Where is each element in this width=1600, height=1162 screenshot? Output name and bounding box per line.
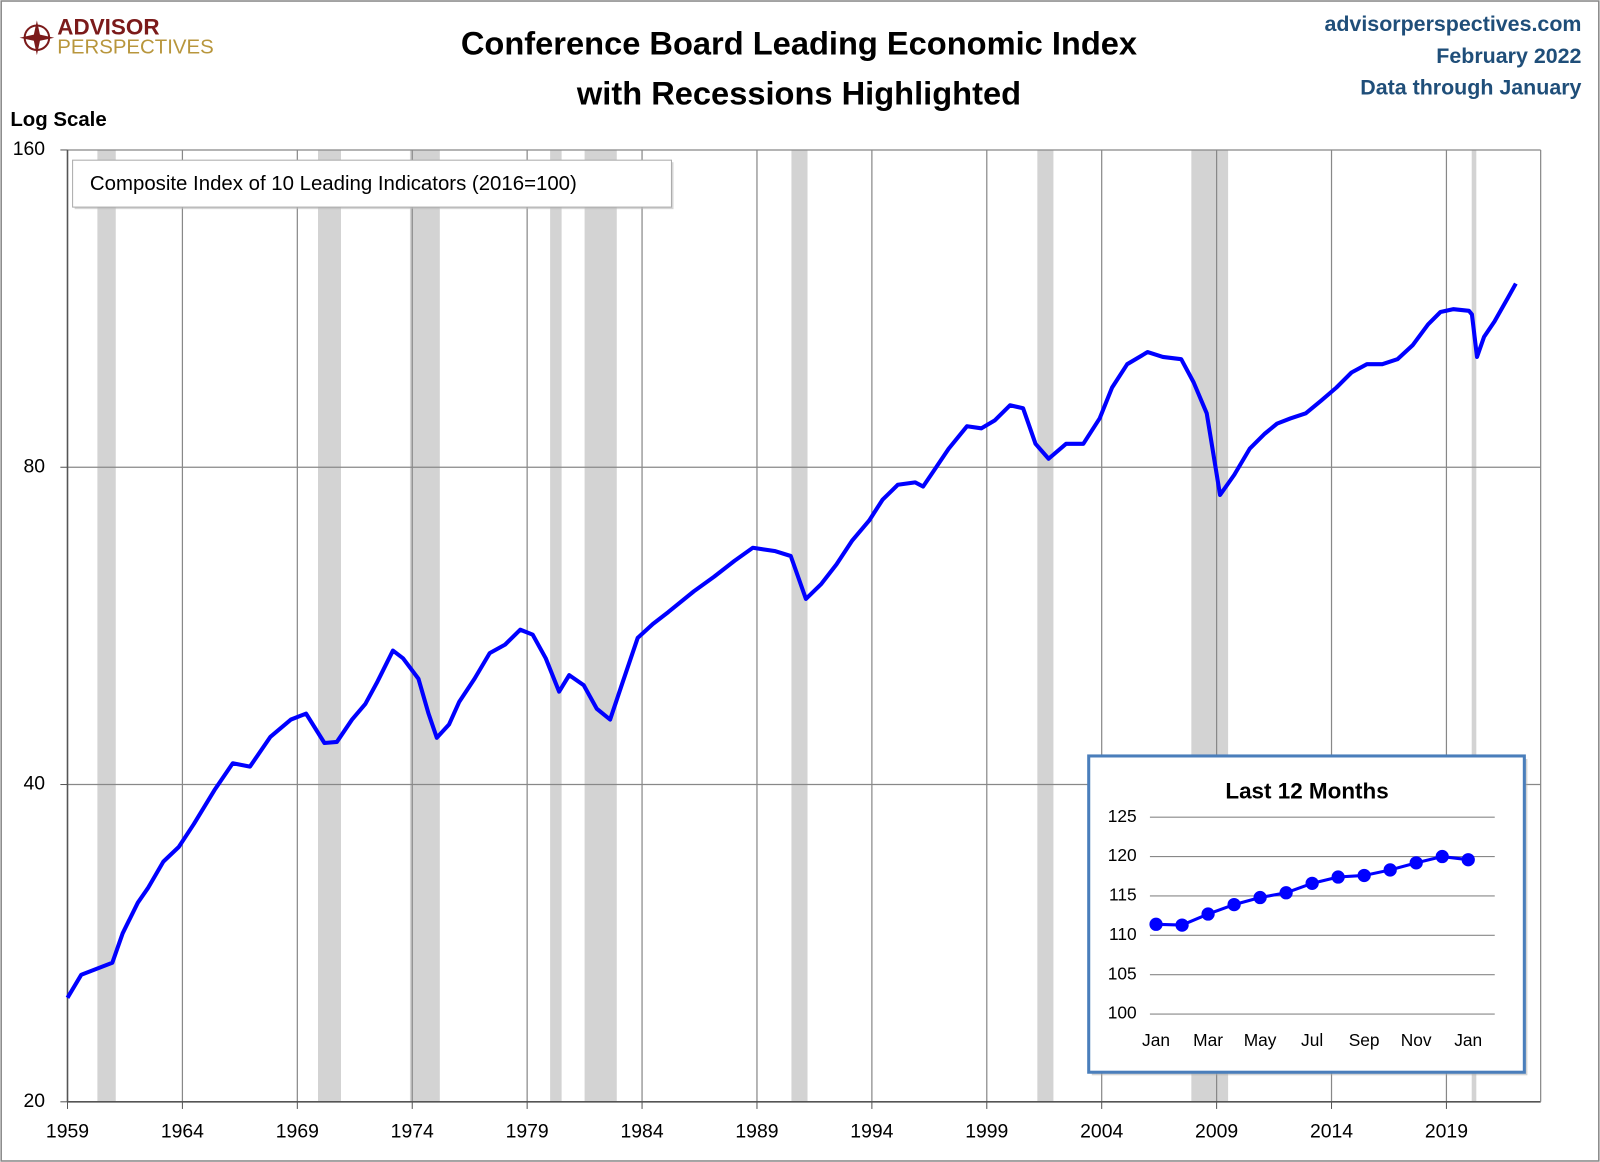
point: [1409, 856, 1423, 870]
recession-band: [409, 149, 440, 1102]
y-tick-label: 160: [13, 138, 46, 160]
x-tick-label: Jul: [1301, 1030, 1323, 1050]
y-tick-label: 110: [1109, 924, 1137, 944]
recession-band: [791, 149, 808, 1102]
inset-title: Last 12 Months: [1225, 779, 1388, 804]
point: [1201, 907, 1215, 921]
y-tick-label: 40: [23, 773, 45, 795]
data-note: Data through January: [1360, 75, 1581, 99]
logo-star: [19, 20, 55, 56]
x-tick-label: 1974: [391, 1121, 434, 1143]
point: [1435, 849, 1449, 864]
y-axis-label: Log Scale: [10, 109, 106, 131]
recession-band: [550, 149, 562, 1102]
x-tick-label: 1959: [46, 1121, 89, 1143]
y-tick-label: 20: [23, 1090, 45, 1112]
y-tick-label: 100: [1108, 1003, 1137, 1023]
x-tick-label: Nov: [1401, 1030, 1432, 1050]
x-tick-label: 1969: [276, 1121, 319, 1143]
inset-plot: 100 105 110 115 120 125 Jan Mar May Jul Sep Nov Jan: [1108, 806, 1495, 1050]
y-tick-label: 125: [1108, 806, 1137, 826]
recession-band: [1471, 149, 1477, 1102]
x-tick-label: Jan: [1454, 1030, 1482, 1050]
point: [1461, 853, 1475, 867]
recession-band: [1037, 149, 1054, 1102]
point: [1331, 870, 1345, 884]
x-tick-label: 2004: [1080, 1121, 1123, 1143]
date: February 2022: [1436, 44, 1581, 68]
point: [1253, 890, 1267, 905]
x-tick-label: 1979: [506, 1121, 549, 1143]
x-tick-label: 1999: [965, 1121, 1008, 1143]
y-tick-label: 80: [23, 455, 45, 477]
recession-band: [97, 149, 116, 1102]
x-tick-label: May: [1244, 1030, 1277, 1050]
recession-band: [584, 149, 617, 1102]
logo-top: ADVISOR: [57, 14, 159, 39]
point: [1357, 868, 1371, 883]
x-tick-label: 2014: [1310, 1121, 1353, 1143]
x-tick-label: 2019: [1425, 1121, 1468, 1143]
chart-title: with Recessions Highlighted: [576, 75, 1021, 112]
point: [1279, 886, 1293, 900]
logo-bottom: PERSPECTIVES: [57, 36, 213, 58]
x-tick-label: 1989: [735, 1121, 778, 1143]
point: [1149, 917, 1163, 931]
chart-title: Conference Board Leading Economic Index: [461, 25, 1137, 62]
y-tick-label: 120: [1108, 845, 1137, 865]
annotation-box: [72, 159, 672, 208]
logo: ADVISOR PERSPECTIVES: [19, 14, 214, 58]
y-tick-label: 115: [1109, 885, 1137, 905]
x-tick-label: 1994: [850, 1121, 893, 1143]
point: [1227, 897, 1241, 912]
x-tick-label: 2009: [1195, 1121, 1238, 1143]
recession-band: [318, 149, 341, 1102]
x-tick-label: 1964: [161, 1121, 204, 1143]
y-tick-label: 105: [1108, 963, 1137, 983]
site: advisorperspectives.com: [1324, 12, 1581, 36]
x-tick-label: 1984: [621, 1121, 664, 1143]
point: [1305, 876, 1319, 890]
annotation: Composite Index of 10 Leading Indicators…: [90, 173, 577, 195]
index-line: [65, 282, 1518, 999]
x-tick-label: Jan: [1142, 1030, 1170, 1050]
inset-box: [1087, 754, 1526, 1074]
x-tick-label: Mar: [1193, 1030, 1223, 1050]
x-tick-label: Sep: [1349, 1030, 1380, 1050]
point: [1175, 918, 1189, 932]
point: [1383, 863, 1397, 877]
